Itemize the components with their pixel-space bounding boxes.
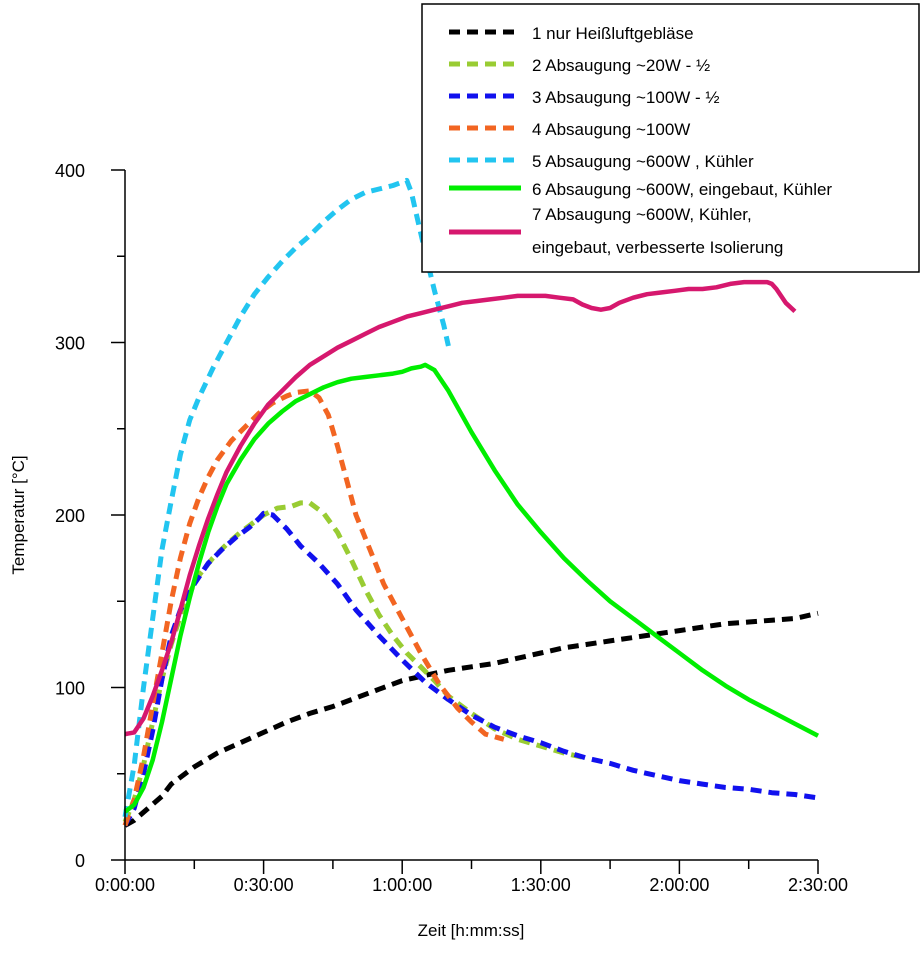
y-tick-label: 100 bbox=[55, 679, 85, 699]
legend: 1 nur Heißluftgebläse 2 Absaugung ~20W - … bbox=[421, 3, 920, 273]
series-line-7 bbox=[124, 279, 797, 737]
series-line-1 bbox=[123, 610, 819, 828]
series-lines bbox=[122, 177, 820, 828]
legend-label-7: 7 Absaugung ~600W, Kühler, eingebaut, ver… bbox=[532, 205, 783, 257]
legend-label-6: 6 Absaugung ~600W, eingebaut, Kühler bbox=[532, 180, 832, 199]
series-line-2 bbox=[122, 500, 588, 823]
y-tick-label: 0 bbox=[75, 851, 85, 871]
legend-box bbox=[421, 3, 920, 273]
legend-label-5: 5 Absaugung ~600W , Kühler bbox=[532, 152, 754, 171]
y-tick-label: 200 bbox=[55, 506, 85, 526]
legend-label-4: 4 Absaugung ~100W bbox=[532, 120, 690, 139]
x-tick-label: 0:00:00 bbox=[95, 875, 155, 895]
series-line-6 bbox=[123, 362, 820, 814]
series-line-4 bbox=[122, 388, 505, 827]
plot-area: 0:00:00 0:30:00 1:00:00 1:30:00 2:00:00 2:30:… bbox=[55, 161, 848, 895]
y-axis-title: Temperatur [°C] bbox=[9, 455, 28, 574]
x-tick-label: 2:30:00 bbox=[788, 875, 848, 895]
series-line-5 bbox=[122, 177, 451, 818]
x-tick-label: 2:00:00 bbox=[649, 875, 709, 895]
legend-items: 1 nur Heißluftgebläse 2 Absaugung ~20W - … bbox=[449, 24, 832, 257]
legend-label-3: 3 Absaugung ~100W - ½ bbox=[532, 88, 720, 107]
x-axis-title: Zeit [h:mm:ss] bbox=[418, 921, 525, 940]
y-ticks: 0 100 200 300 400 bbox=[55, 161, 125, 871]
y-tick-label: 300 bbox=[55, 334, 85, 354]
y-tick-label: 400 bbox=[55, 161, 85, 181]
series-line-3 bbox=[122, 510, 819, 827]
legend-label-2: 2 Absaugung ~20W - ½ bbox=[532, 56, 710, 75]
x-ticks: 0:00:00 0:30:00 1:00:00 1:30:00 2:00:00 2:30:… bbox=[95, 860, 848, 895]
x-tick-label: 0:30:00 bbox=[234, 875, 294, 895]
x-tick-label: 1:30:00 bbox=[511, 875, 571, 895]
x-tick-label: 1:00:00 bbox=[372, 875, 432, 895]
legend-label-1: 1 nur Heißluftgebläse bbox=[532, 24, 694, 43]
